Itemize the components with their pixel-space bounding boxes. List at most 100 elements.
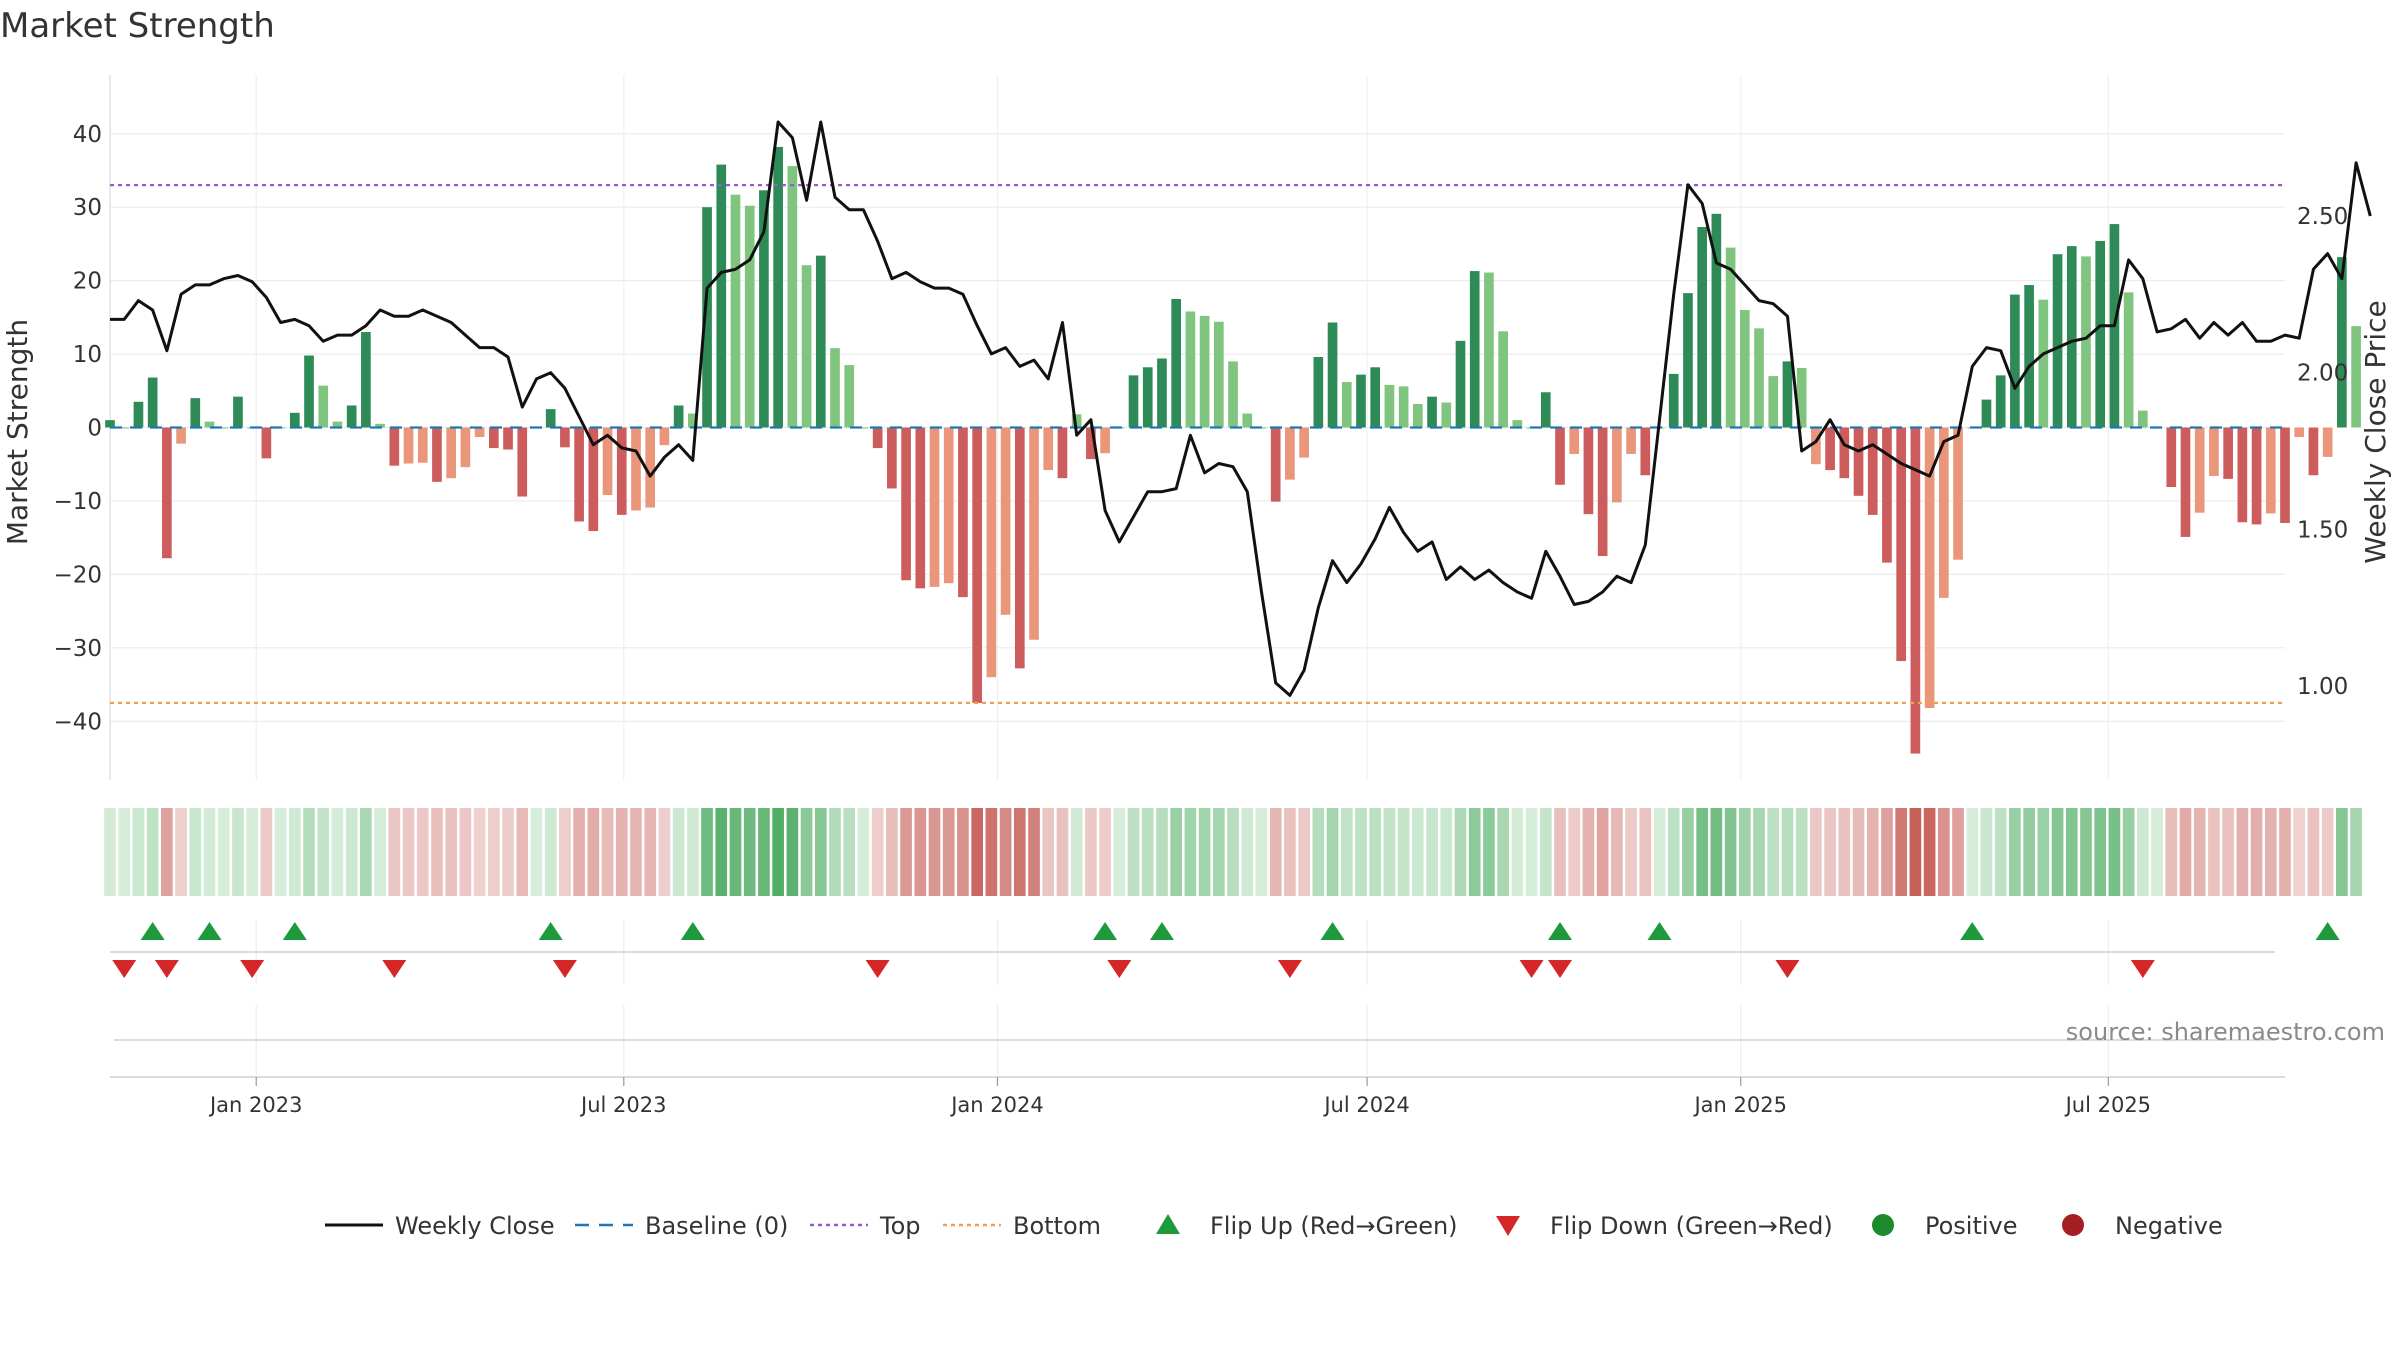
- heat-cell: [587, 808, 600, 896]
- y-tick-label: 0: [87, 416, 102, 442]
- strength-bar: [744, 205, 755, 428]
- heat-cell: [1881, 808, 1893, 896]
- heat-cell: [715, 808, 728, 896]
- strength-bar: [1100, 427, 1110, 454]
- heat-cell: [1838, 808, 1851, 896]
- heat-cell: [402, 808, 415, 896]
- legend-label: Flip Up (Red→Green): [1210, 1212, 1458, 1240]
- heat-cell: [232, 808, 244, 896]
- strength-bar: [1668, 373, 1679, 428]
- strength-bar: [858, 427, 869, 429]
- strength-bar: [2024, 285, 2034, 428]
- flip-markers-panel: [110, 920, 2340, 985]
- flip-down-marker: [1107, 960, 1132, 978]
- strength-bar: [503, 427, 513, 450]
- heat-cell: [2165, 808, 2178, 896]
- strength-bar: [545, 409, 556, 428]
- flip-down-marker: [2130, 960, 2155, 978]
- heat-cell: [1127, 808, 1140, 896]
- strength-bar: [2280, 427, 2290, 523]
- legend-label: Baseline (0): [645, 1212, 788, 1240]
- heat-cell: [2137, 808, 2149, 896]
- heat-cell: [502, 808, 514, 896]
- heat-cell: [1369, 808, 1382, 896]
- strength-bar: [958, 427, 968, 598]
- flip-up-marker: [1320, 922, 1345, 940]
- legend-item: Baseline (0): [575, 1212, 788, 1240]
- heat-cell: [928, 808, 941, 896]
- strength-bar: [986, 427, 997, 678]
- triangle-up-icon: [1156, 1214, 1180, 1234]
- heat-cell: [1497, 808, 1509, 896]
- heat-cell: [1141, 808, 1154, 896]
- x-axis: Jan 2023 Jul 2023 Jan 2024 Jul 2024 Jan 2025…: [110, 1076, 2285, 1117]
- legend-item: Weekly Close: [325, 1212, 555, 1240]
- y-tick-label: 40: [73, 122, 102, 148]
- flip-up-marker: [680, 922, 705, 940]
- heat-cell: [1568, 808, 1581, 896]
- strength-bar: [1455, 340, 1466, 428]
- strength-bar: [1711, 213, 1722, 428]
- strength-bar: [2123, 292, 2134, 428]
- heat-cell: [914, 808, 927, 896]
- strength-bar: [1725, 247, 1736, 428]
- strength-bar: [901, 427, 911, 581]
- heat-cell: [743, 808, 756, 896]
- heat-cell: [1582, 808, 1595, 896]
- heat-cell: [374, 808, 386, 896]
- flip-up-marker: [1093, 922, 1118, 940]
- heat-cell: [1667, 808, 1680, 896]
- strength-bar: [1384, 384, 1395, 428]
- strength-bar: [1029, 427, 1039, 640]
- strength-bar: [488, 427, 499, 449]
- heat-cell: [1696, 808, 1708, 896]
- strength-bar: [844, 365, 855, 428]
- heat-cell: [573, 808, 585, 896]
- y-axis-left: 40 30 20 10 0 −10 −20 −30 −40: [53, 122, 102, 736]
- heat-cell: [729, 808, 742, 896]
- strength-bar: [1213, 321, 1224, 428]
- heat-cell: [1625, 808, 1637, 896]
- source-credit: source: sharemaestro.com: [2066, 1018, 2385, 1046]
- strength-bar: [1697, 227, 1707, 428]
- heat-cell: [2108, 808, 2121, 896]
- heat-cell: [900, 808, 912, 896]
- strength-bar: [1995, 375, 2006, 428]
- flip-up-marker: [1149, 922, 1174, 940]
- strength-bar: [261, 427, 272, 459]
- strength-bar: [1185, 311, 1196, 428]
- legend-label: Positive: [1925, 1212, 2018, 1240]
- strength-bar: [176, 427, 186, 444]
- strength-bar: [1398, 386, 1409, 428]
- heat-cell: [1753, 808, 1765, 896]
- strength-bar: [1057, 427, 1068, 479]
- strength-bar: [616, 427, 627, 515]
- heat-cell: [1013, 808, 1026, 896]
- heat-cell: [999, 808, 1012, 896]
- strength-bar: [2010, 294, 2020, 428]
- flip-down-marker: [865, 960, 890, 978]
- flip-up-marker: [140, 922, 165, 940]
- strength-bar: [1839, 427, 1850, 479]
- heat-cell: [1994, 808, 2007, 896]
- heat-cell: [971, 808, 983, 896]
- heat-cell: [544, 808, 557, 896]
- x-tick-label: Jan 2023: [208, 1093, 303, 1117]
- heat-cell: [345, 808, 358, 896]
- heat-cell: [360, 808, 372, 896]
- flip-up-marker: [1960, 922, 1985, 940]
- heat-cell: [1810, 808, 1822, 896]
- heat-cell: [1340, 808, 1353, 896]
- heat-cell: [1895, 808, 1908, 896]
- strength-heat-strip: [104, 808, 2362, 896]
- strength-bar: [162, 427, 172, 559]
- strength-bar: [574, 427, 584, 522]
- strength-bar: [2095, 240, 2106, 428]
- heat-cell: [2151, 808, 2163, 896]
- heat-cell: [1511, 808, 1524, 896]
- heat-cell: [1355, 808, 1367, 896]
- strength-bar: [1327, 322, 1338, 428]
- heat-cell: [843, 808, 856, 896]
- strength-bar: [1612, 427, 1622, 503]
- strength-bar: [1199, 315, 1210, 428]
